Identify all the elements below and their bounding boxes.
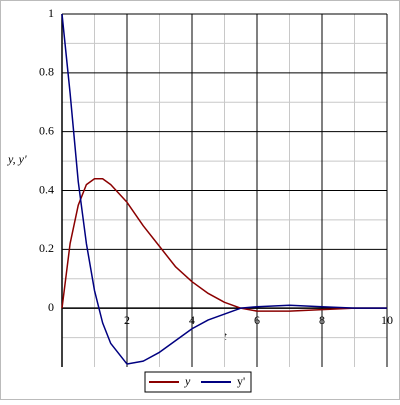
y-tick-label: 0.4 (39, 182, 54, 196)
legend-box (144, 371, 252, 393)
legend-label: y' (237, 374, 245, 388)
x-tick-label: 10 (381, 313, 393, 327)
y-tick-label: 0.2 (39, 241, 54, 255)
y-tick-label: 0.6 (39, 123, 54, 137)
x-axis-label: t (223, 329, 227, 343)
y-tick-label: 0.8 (39, 65, 54, 79)
legend-label: y (184, 374, 191, 388)
y-axis-label: y, y' (7, 152, 27, 166)
series-line (61, 177, 387, 312)
y-tick-label: 0 (48, 300, 54, 314)
y-tick-label: 1 (48, 6, 54, 20)
x-tick-label: 2 (124, 313, 130, 327)
x-tick-label: 6 (254, 313, 260, 327)
x-tick-label: 4 (189, 313, 195, 327)
series-line (61, 13, 387, 365)
x-tick-label: 8 (319, 313, 325, 327)
